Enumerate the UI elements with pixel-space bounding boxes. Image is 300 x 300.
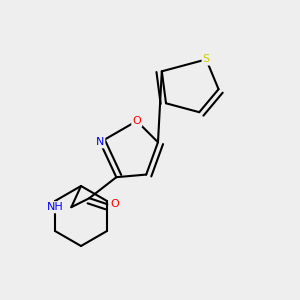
Text: N: N [96, 137, 104, 147]
Text: O: O [110, 199, 119, 209]
Text: O: O [132, 116, 141, 126]
Text: NH: NH [47, 202, 64, 212]
Text: S: S [202, 54, 210, 64]
